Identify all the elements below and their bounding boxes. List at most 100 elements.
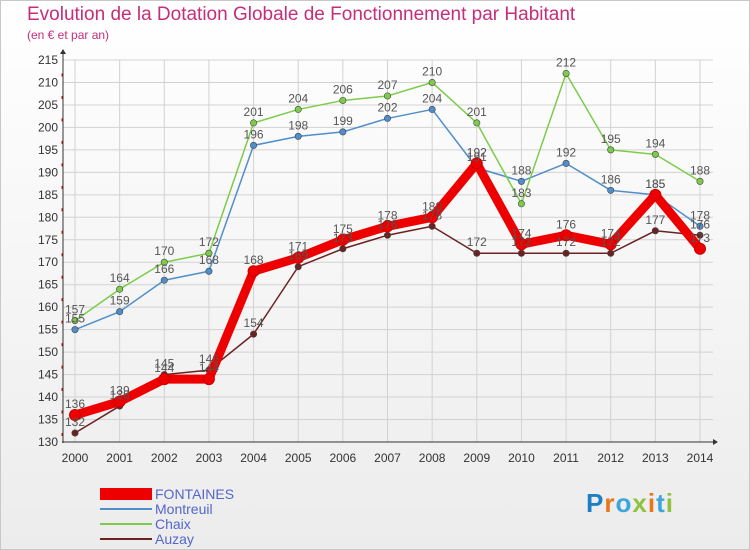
y-tick-label: 200 (38, 120, 58, 134)
x-tick-label: 2005 (285, 451, 312, 465)
data-point-fontaines (113, 395, 126, 408)
data-label-auzay: 172 (511, 235, 531, 249)
data-label-fontaines: 173 (690, 231, 710, 245)
data-label-chaix: 212 (556, 55, 576, 69)
data-label-montreuil: 198 (288, 118, 308, 132)
x-tick-label: 2008 (419, 451, 446, 465)
data-label-auzay: 177 (645, 213, 665, 227)
y-tick-label: 140 (38, 390, 58, 404)
data-label-montreuil: 155 (65, 312, 85, 326)
data-point-montreuil (116, 308, 124, 316)
data-point-chaix (294, 105, 302, 113)
data-point-montreuil (205, 267, 213, 275)
y-tick-label: 150 (38, 345, 58, 359)
data-label-fontaines: 144 (154, 361, 174, 375)
data-point-auzay (473, 249, 481, 257)
x-tick-label: 2004 (240, 451, 267, 465)
data-label-montreuil: 191 (467, 150, 487, 164)
data-label-auzay: 178 (422, 208, 442, 222)
data-point-fontaines (158, 373, 171, 386)
data-label-chaix: 201 (244, 105, 264, 119)
data-label-auzay: 176 (690, 217, 710, 231)
data-label-chaix: 201 (467, 105, 487, 119)
y-tick-label: 180 (38, 210, 58, 224)
y-tick-label: 135 (38, 413, 58, 427)
data-label-montreuil: 178 (690, 208, 710, 222)
data-point-auzay (294, 263, 302, 271)
data-label-chaix: 164 (110, 271, 130, 285)
data-point-montreuil (294, 132, 302, 140)
y-tick-label: 130 (38, 435, 58, 449)
y-tick-label: 160 (38, 300, 58, 314)
data-label-auzay: 173 (333, 231, 353, 245)
data-point-montreuil (71, 326, 79, 334)
y-axis-ticks: 130 135 140 145 150 155 160 165 170 175 180 185 190 1… (38, 53, 63, 449)
data-label-montreuil: 186 (601, 172, 621, 186)
data-point-fontaines (426, 211, 439, 224)
data-point-auzay (428, 222, 436, 230)
x-tick-label: 2003 (196, 451, 223, 465)
legend-label: Montreuil (155, 501, 213, 517)
y-tick-label: 170 (38, 255, 58, 269)
data-point-chaix (116, 285, 124, 293)
x-tick-label: 2010 (508, 451, 535, 465)
legend-item-fontaines: FONTAINES (100, 486, 300, 502)
y-tick-label: 215 (38, 53, 58, 67)
data-label-montreuil: 188 (511, 163, 531, 177)
legend-swatch (100, 508, 152, 510)
data-label-fontaines: 178 (377, 208, 397, 222)
legend-item-chaix: Chaix (100, 516, 300, 532)
x-tick-label: 2012 (597, 451, 624, 465)
proxiti-logo: Proxiti (586, 488, 674, 518)
data-point-montreuil (428, 105, 436, 113)
data-label-auzay: 132 (65, 415, 85, 429)
data-point-montreuil (562, 159, 570, 167)
data-point-fontaines (336, 233, 349, 246)
x-tick-label: 2006 (330, 451, 357, 465)
x-axis-ticks: 2000 2001 2002 2003 2004 2005 2006 2007 2008 2009… (62, 451, 714, 465)
data-point-fontaines (247, 265, 260, 278)
legend-swatch (100, 538, 152, 540)
legend-label: Auzay (155, 531, 194, 547)
data-point-chaix (250, 119, 258, 127)
data-label-fontaines: 136 (65, 397, 85, 411)
legend-label: Chaix (155, 516, 191, 532)
data-label-auzay: 172 (556, 235, 576, 249)
data-label-chaix: 195 (601, 132, 621, 146)
data-label-auzay: 176 (377, 217, 397, 231)
data-label-chaix: 204 (288, 91, 308, 105)
data-point-chaix (428, 78, 436, 86)
data-label-auzay: 172 (601, 235, 621, 249)
data-label-auzay: 145 (154, 357, 174, 371)
data-label-montreuil: 168 (199, 253, 219, 267)
data-point-fontaines (381, 220, 394, 233)
data-point-fontaines (515, 238, 528, 251)
data-label-chaix: 210 (422, 64, 442, 78)
data-point-auzay (339, 245, 347, 253)
data-point-chaix (607, 146, 615, 154)
data-point-auzay (383, 231, 391, 239)
y-tick-label: 185 (38, 188, 58, 202)
data-label-fontaines: 185 (645, 177, 665, 191)
chart-title: Evolution de la Dotation Globale de Fonc… (27, 4, 576, 25)
y-tick-label: 165 (38, 278, 58, 292)
data-label-fontaines: 174 (601, 226, 621, 240)
data-point-fontaines (292, 251, 305, 264)
data-label-montreuil: 202 (377, 100, 397, 114)
data-label-chaix: 206 (333, 82, 353, 96)
data-label-chaix: 157 (65, 303, 85, 317)
data-point-montreuil (250, 141, 258, 149)
data-label-chaix: 172 (199, 235, 219, 249)
data-label-montreuil: 199 (333, 114, 353, 128)
data-label-montreuil: 185 (645, 177, 665, 191)
data-label-fontaines: 139 (110, 384, 130, 398)
data-point-montreuil (339, 128, 347, 136)
data-point-auzay (71, 429, 79, 437)
data-label-chaix: 183 (511, 186, 531, 200)
series-lines (69, 69, 706, 437)
x-tick-label: 2007 (374, 451, 401, 465)
data-point-auzay (250, 330, 258, 338)
data-label-chaix: 194 (645, 136, 665, 150)
legend-swatch (100, 523, 152, 525)
